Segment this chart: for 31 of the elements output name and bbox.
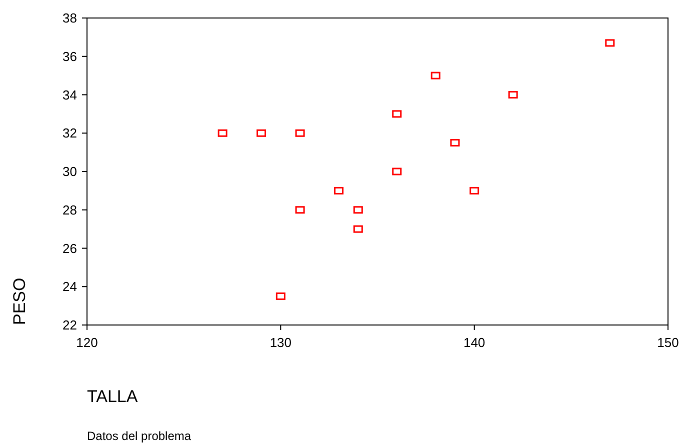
- point: [256, 129, 266, 137]
- point: [334, 186, 344, 194]
- y-tick-label: 30: [62, 164, 77, 180]
- point: [450, 138, 460, 146]
- point: [392, 168, 402, 176]
- point: [470, 186, 480, 194]
- point: [353, 225, 363, 233]
- y-tick-label: 28: [62, 202, 77, 218]
- y-tick-label: 26: [62, 240, 77, 256]
- y-tick-label: 24: [62, 279, 77, 294]
- x-tick-label: 120: [76, 335, 98, 350]
- x-axis-title: TALLA: [87, 387, 138, 406]
- x-tick-label: 140: [463, 335, 486, 350]
- y-tick-label: 34: [62, 87, 77, 102]
- point: [508, 91, 518, 98]
- point: [430, 72, 440, 80]
- point: [295, 129, 305, 137]
- y-tick-label: 38: [62, 10, 77, 26]
- y-axis-title: PESO: [10, 278, 29, 325]
- point: [605, 39, 615, 47]
- point: [353, 206, 363, 214]
- point: [276, 292, 286, 300]
- x-tick-label: 150: [657, 335, 679, 350]
- x-tick-label: 130: [270, 335, 292, 350]
- y-tick-label: 36: [62, 48, 77, 64]
- point: [218, 129, 228, 137]
- text: Datos del problema: [87, 429, 192, 443]
- point: [295, 206, 305, 214]
- point: [392, 110, 402, 118]
- y-tick-label: 22: [62, 318, 77, 333]
- y-tick-label: 32: [62, 126, 77, 141]
